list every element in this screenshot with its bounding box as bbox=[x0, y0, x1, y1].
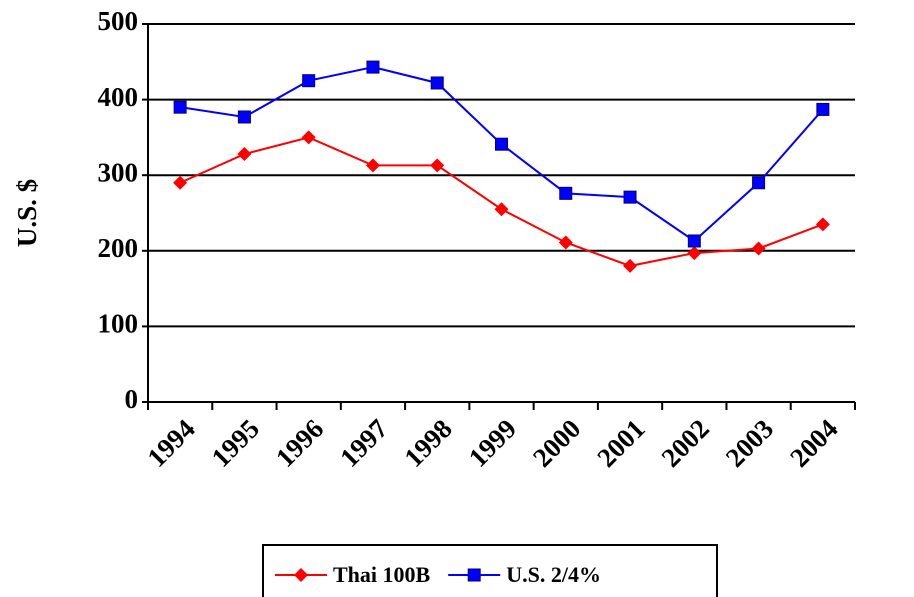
y-tick-label: 0 bbox=[125, 384, 139, 414]
x-tick-label: 2001 bbox=[591, 413, 650, 472]
data-point bbox=[752, 176, 766, 190]
y-tick-label: 100 bbox=[98, 309, 139, 339]
x-tick-label: 1999 bbox=[463, 413, 522, 472]
data-point bbox=[237, 110, 251, 124]
data-point bbox=[816, 102, 830, 116]
data-point bbox=[815, 217, 830, 232]
y-tick-label: 200 bbox=[98, 233, 139, 263]
data-point bbox=[366, 60, 380, 74]
y-axis-label: U.S. $ bbox=[12, 179, 42, 247]
x-tick-label: 1997 bbox=[334, 413, 393, 472]
series-line bbox=[179, 136, 824, 267]
data-point bbox=[430, 158, 445, 173]
data-point bbox=[301, 130, 316, 145]
legend-box bbox=[262, 544, 718, 597]
data-point bbox=[365, 158, 380, 173]
x-tick-label: 1994 bbox=[141, 413, 200, 472]
x-tick-label: 2000 bbox=[527, 413, 586, 472]
x-tick-label: 2004 bbox=[784, 413, 843, 472]
legend-label: U.S. 2/4% bbox=[506, 562, 601, 587]
legend-marker bbox=[467, 568, 481, 582]
data-point bbox=[687, 234, 701, 248]
y-tick-label: 500 bbox=[98, 6, 139, 36]
data-point bbox=[687, 246, 702, 261]
data-point bbox=[558, 235, 573, 250]
data-point bbox=[430, 76, 444, 90]
legend-label: Thai 100B bbox=[333, 562, 431, 587]
data-point bbox=[751, 241, 766, 256]
data-point bbox=[495, 137, 508, 151]
data-point bbox=[302, 74, 316, 88]
legend: Thai 100B U.S. 2/4% bbox=[262, 544, 718, 597]
data-point bbox=[623, 258, 638, 273]
y-tick-label: 400 bbox=[98, 82, 139, 112]
x-tick-label: 2003 bbox=[720, 413, 779, 472]
data-point bbox=[559, 186, 573, 200]
data-point bbox=[237, 147, 252, 162]
x-tick-label: 1995 bbox=[206, 413, 265, 472]
legend-marker bbox=[294, 568, 308, 582]
data-point bbox=[173, 175, 188, 190]
data-point bbox=[173, 100, 187, 114]
x-tick-label: 1998 bbox=[398, 413, 457, 472]
data-point bbox=[494, 202, 509, 217]
x-tick-label: 2002 bbox=[656, 413, 715, 472]
x-tick-label: 1996 bbox=[270, 413, 329, 472]
data-point bbox=[623, 190, 637, 204]
y-tick-label: 300 bbox=[98, 157, 139, 187]
